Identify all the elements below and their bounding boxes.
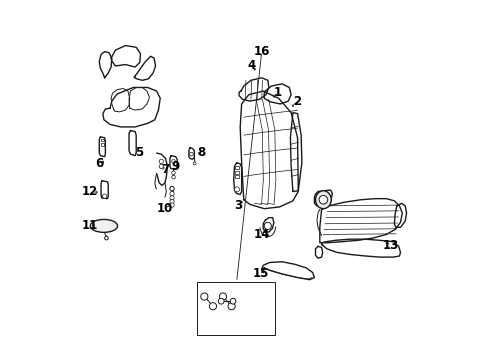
Bar [101,143,104,146]
Ellipse shape [169,203,174,207]
Text: 2: 2 [293,95,301,108]
Bar [101,139,104,141]
Ellipse shape [171,159,175,163]
Ellipse shape [264,222,271,229]
Text: 14: 14 [253,228,269,241]
Ellipse shape [189,152,193,156]
Ellipse shape [319,195,327,204]
Ellipse shape [315,191,330,209]
Text: 1: 1 [273,86,281,99]
Ellipse shape [159,159,163,163]
Bar [234,166,239,169]
Ellipse shape [230,298,235,304]
Ellipse shape [104,236,108,240]
Text: 9: 9 [171,160,180,173]
Ellipse shape [102,194,106,198]
Bar [197,282,275,335]
Bar [234,175,239,178]
Text: 6: 6 [95,157,103,170]
Ellipse shape [201,293,207,300]
Ellipse shape [90,220,117,232]
Text: 8: 8 [197,145,205,158]
Ellipse shape [227,303,235,310]
Ellipse shape [234,187,239,192]
Ellipse shape [171,171,175,175]
Text: 16: 16 [253,45,269,58]
Text: 12: 12 [81,185,98,198]
Text: 11: 11 [81,219,98,233]
Text: 13: 13 [382,239,398,252]
Ellipse shape [218,298,224,304]
Text: 15: 15 [252,267,268,280]
Ellipse shape [169,199,174,204]
Text: 5: 5 [134,145,142,158]
Bar [234,171,239,174]
Ellipse shape [219,293,226,300]
Text: 7: 7 [161,163,169,176]
Ellipse shape [209,303,216,310]
Text: 3: 3 [233,199,242,212]
Ellipse shape [159,164,163,168]
Text: 10: 10 [157,202,173,215]
Ellipse shape [171,175,175,179]
Ellipse shape [193,162,196,165]
Ellipse shape [169,186,174,191]
Text: 4: 4 [247,59,255,72]
Ellipse shape [169,192,174,196]
Ellipse shape [169,196,174,200]
